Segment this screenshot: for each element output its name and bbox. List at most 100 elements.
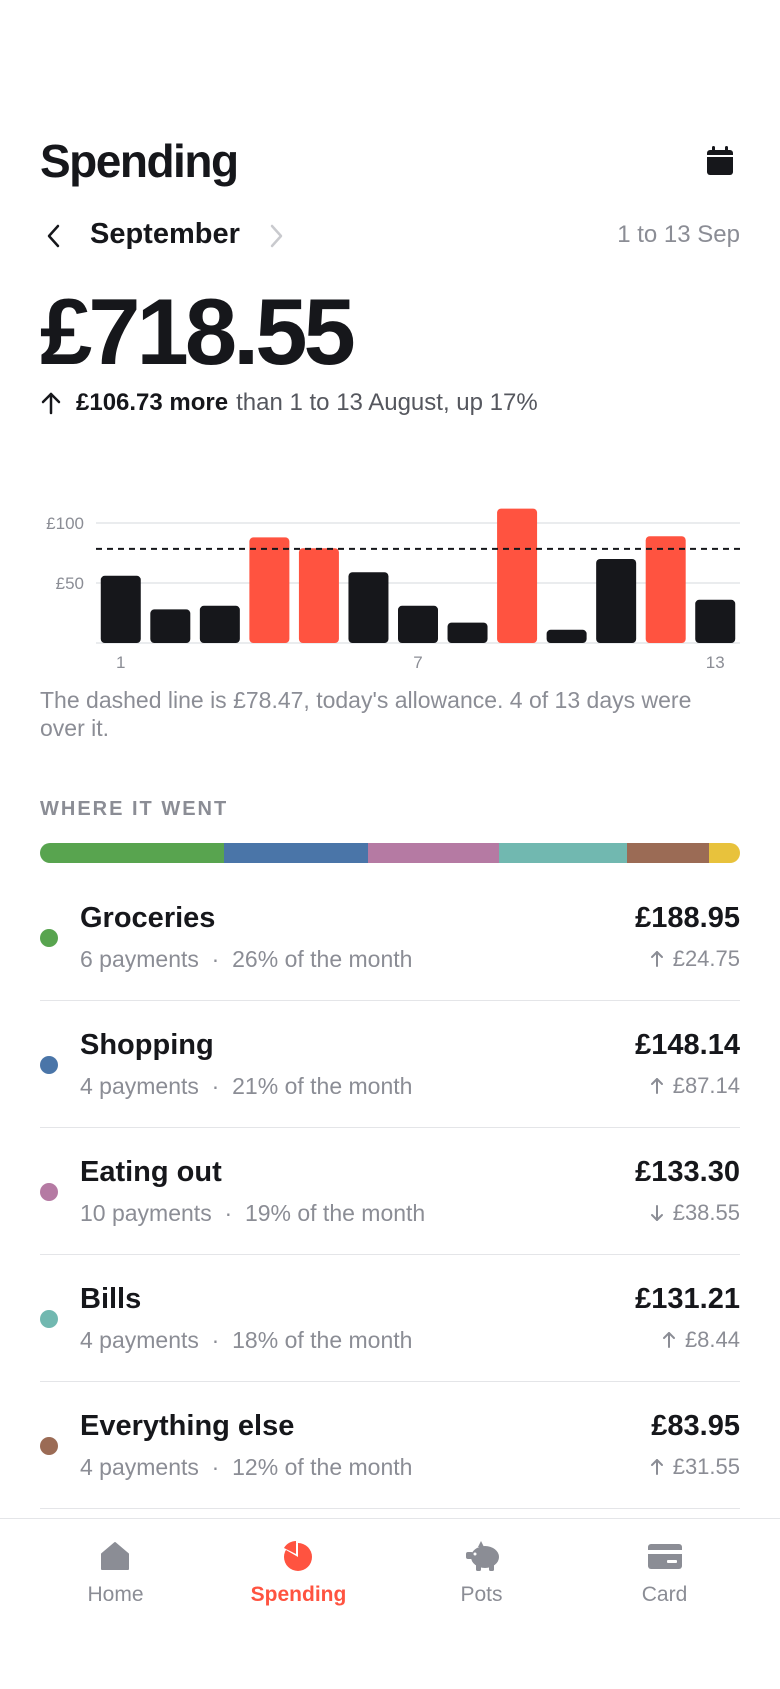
category-amount: £148.14	[635, 1029, 740, 1061]
change-value: £31.55	[672, 1454, 740, 1479]
change-value: £24.75	[672, 946, 740, 971]
arrow-up-icon	[650, 1459, 663, 1475]
date-range: 1 to 13 Sep	[617, 221, 740, 248]
category-name: Eating out	[80, 1156, 222, 1188]
separator-dot: ·	[198, 946, 233, 972]
category-amount: £133.30	[635, 1156, 740, 1188]
change-text: than 1 to 13 August, up 17%	[236, 389, 538, 416]
bar-day-8	[447, 622, 488, 643]
separator-dot: ·	[211, 1200, 245, 1226]
category-name: Bills	[80, 1283, 142, 1315]
share-segment	[40, 843, 225, 863]
x-tick-label: 7	[413, 653, 422, 672]
category-color-dot	[40, 1310, 58, 1328]
category-color-dot	[40, 929, 58, 947]
chevron-left-icon[interactable]	[44, 222, 64, 250]
category-row[interactable]: Everything else 4 payments · 12% of the m…	[40, 1382, 740, 1509]
payment-count: 6 payments	[80, 946, 199, 972]
category-amount: £83.95	[651, 1410, 740, 1442]
total-spent: £718.55	[40, 279, 356, 384]
category-amount: £131.21	[635, 1283, 740, 1315]
category-row[interactable]: Eating out 10 payments · 19% of the month…	[40, 1128, 740, 1255]
x-tick-label: 1	[116, 653, 125, 672]
card-icon	[648, 1544, 682, 1569]
tab-home[interactable]: Home	[18, 1519, 213, 1639]
tab-label: Home	[87, 1583, 144, 1606]
category-detail: 10 payments · 19% of the month	[80, 1200, 425, 1227]
category-color-dot	[40, 1056, 58, 1074]
separator-dot: ·	[198, 1073, 233, 1099]
change-value: £38.55	[672, 1200, 740, 1225]
month-share: 12% of the month	[232, 1454, 413, 1480]
bar-day-7	[398, 605, 438, 643]
month-share: 18% of the month	[232, 1327, 413, 1353]
bar-day-10	[546, 629, 587, 643]
bar-day-4	[249, 537, 290, 643]
bar-day-9	[497, 508, 538, 643]
share-segment	[368, 843, 499, 863]
payment-count: 4 payments	[80, 1073, 199, 1099]
change-value: £8.44	[684, 1327, 740, 1352]
category-change: £38.55	[649, 1200, 740, 1226]
share-segment	[708, 843, 740, 863]
bar-day-3	[199, 605, 240, 643]
y-tick-label: £50	[56, 574, 84, 593]
category-row[interactable]: Bills 4 payments · 18% of the month £131.2…	[40, 1255, 740, 1382]
tab-label: Card	[641, 1583, 688, 1606]
category-detail: 4 payments · 21% of the month	[80, 1073, 412, 1100]
category-name: Groceries	[80, 902, 216, 934]
bar-day-1	[100, 575, 141, 643]
tab-label: Spending	[250, 1583, 347, 1606]
bar-day-6	[348, 572, 389, 643]
month-share: 21% of the month	[232, 1073, 413, 1099]
share-segment	[498, 843, 627, 863]
tab-bar: Home Spending Pots Card	[0, 1518, 780, 1689]
category-color-dot	[40, 1183, 58, 1201]
change-value: £87.14	[672, 1073, 740, 1098]
category-name: Everything else	[80, 1410, 295, 1442]
category-change: £8.44	[661, 1327, 740, 1353]
category-change: £24.75	[649, 946, 740, 972]
category-color-dot	[40, 1437, 58, 1455]
category-name: Shopping	[80, 1029, 214, 1061]
tab-spending[interactable]: Spending	[201, 1519, 396, 1639]
category-row[interactable]: Shopping 4 payments · 21% of the month £14…	[40, 1001, 740, 1128]
piggy-bank-icon	[466, 1541, 499, 1571]
category-change: £31.55	[649, 1454, 740, 1480]
change-amount: £106.73 more	[76, 389, 229, 416]
month-label: September	[90, 218, 240, 250]
bar-day-11	[596, 559, 637, 643]
category-share-bar	[40, 843, 740, 863]
tab-card[interactable]: Card	[567, 1519, 762, 1639]
home-icon	[101, 1542, 129, 1570]
calendar-icon[interactable]	[704, 145, 736, 177]
chevron-right-icon[interactable]	[266, 222, 286, 250]
chart-note: The dashed line is £78.47, today's allow…	[40, 687, 692, 741]
bar-day-13	[695, 599, 736, 643]
category-row[interactable]: Groceries 6 payments · 26% of the month £1…	[40, 874, 740, 1001]
category-detail: 4 payments · 12% of the month	[80, 1454, 412, 1481]
category-detail: 6 payments · 26% of the month	[80, 946, 412, 973]
separator-dot: ·	[198, 1454, 233, 1480]
arrow-up-icon	[650, 1078, 663, 1094]
payment-count: 4 payments	[80, 1327, 199, 1353]
daily-spending-chart: £50 £100 1 7 13	[46, 508, 740, 672]
arrow-up-icon	[41, 392, 61, 415]
tab-label: Pots	[460, 1583, 503, 1606]
page-title: Spending	[40, 135, 239, 187]
month-share: 19% of the month	[244, 1200, 426, 1226]
pie-chart-icon	[284, 1541, 312, 1571]
arrow-up-icon	[650, 951, 663, 967]
bar-day-5	[298, 548, 339, 643]
y-tick-label: £100	[46, 514, 84, 533]
share-segment	[224, 843, 369, 863]
arrow-down-icon	[650, 1205, 663, 1221]
bar-day-12	[645, 536, 686, 643]
x-tick-label: 13	[706, 653, 725, 672]
payment-count: 4 payments	[80, 1454, 199, 1480]
payment-count: 10 payments	[80, 1200, 212, 1226]
share-segment	[626, 843, 709, 863]
tab-pots[interactable]: Pots	[384, 1519, 579, 1639]
bar-day-2	[150, 609, 191, 643]
section-title: WHERE IT WENT	[40, 798, 229, 820]
